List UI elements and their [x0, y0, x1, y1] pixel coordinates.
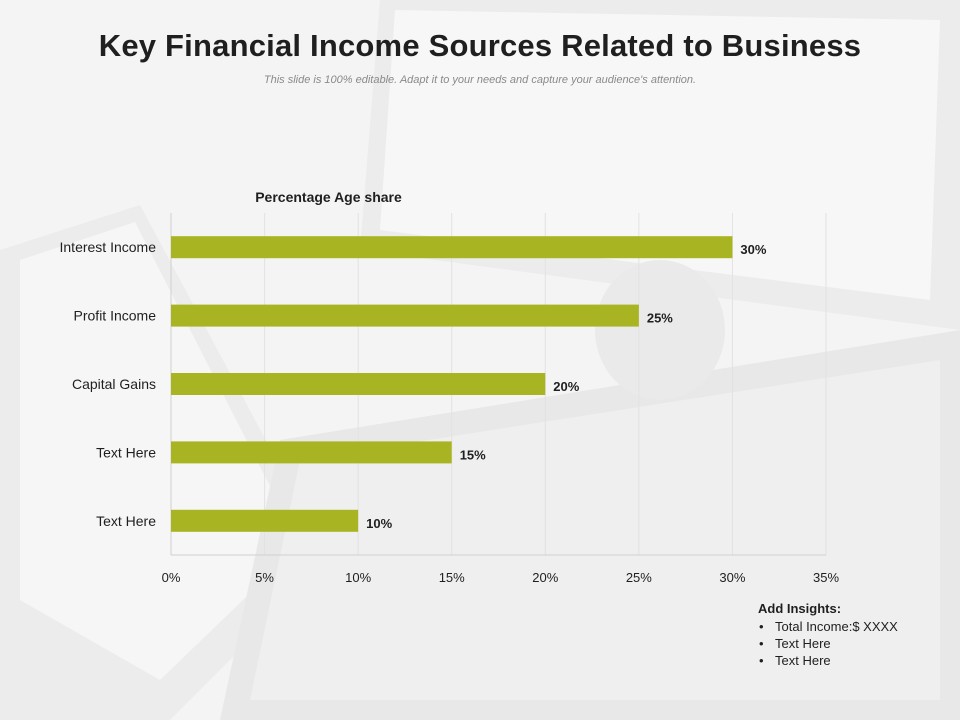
- bar: [171, 509, 359, 532]
- category-label: Capital Gains: [72, 376, 156, 392]
- insight-item: Text Here: [758, 635, 948, 652]
- data-label: 25%: [647, 311, 673, 326]
- data-label: 20%: [553, 379, 579, 394]
- x-tick-label: 35%: [813, 570, 839, 585]
- x-tick-label: 25%: [626, 570, 652, 585]
- x-tick-label: 5%: [255, 570, 274, 585]
- x-tick-label: 15%: [439, 570, 465, 585]
- data-label: 30%: [740, 242, 766, 257]
- insights-list: Total Income:$ XXXX Text Here Text Here: [758, 618, 948, 669]
- x-tick-label: 10%: [345, 570, 371, 585]
- bar: [171, 373, 546, 395]
- data-label: 10%: [366, 516, 392, 531]
- slide-title: Key Financial Income Sources Related to …: [98, 28, 862, 63]
- category-label: Interest Income: [60, 239, 157, 255]
- chart-title: Percentage Age share: [255, 189, 402, 205]
- x-tick-label: 20%: [532, 570, 558, 585]
- bar: [171, 441, 452, 464]
- bar: [171, 304, 639, 327]
- category-label: Profit Income: [74, 308, 157, 324]
- slide-subtitle: This slide is 100% editable. Adapt it to…: [263, 74, 697, 86]
- category-label: Text Here: [96, 444, 156, 460]
- insights-box: Add Insights: Total Income:$ XXXX Text H…: [758, 600, 948, 669]
- category-label: Text Here: [96, 513, 156, 529]
- x-tick-label: 30%: [719, 570, 745, 585]
- insight-item: Total Income:$ XXXX: [758, 618, 948, 635]
- data-label: 15%: [460, 447, 486, 462]
- insight-item: Text Here: [758, 652, 948, 669]
- x-tick-label: 0%: [162, 570, 181, 585]
- bar: [171, 236, 733, 259]
- insights-heading: Add Insights:: [758, 601, 842, 616]
